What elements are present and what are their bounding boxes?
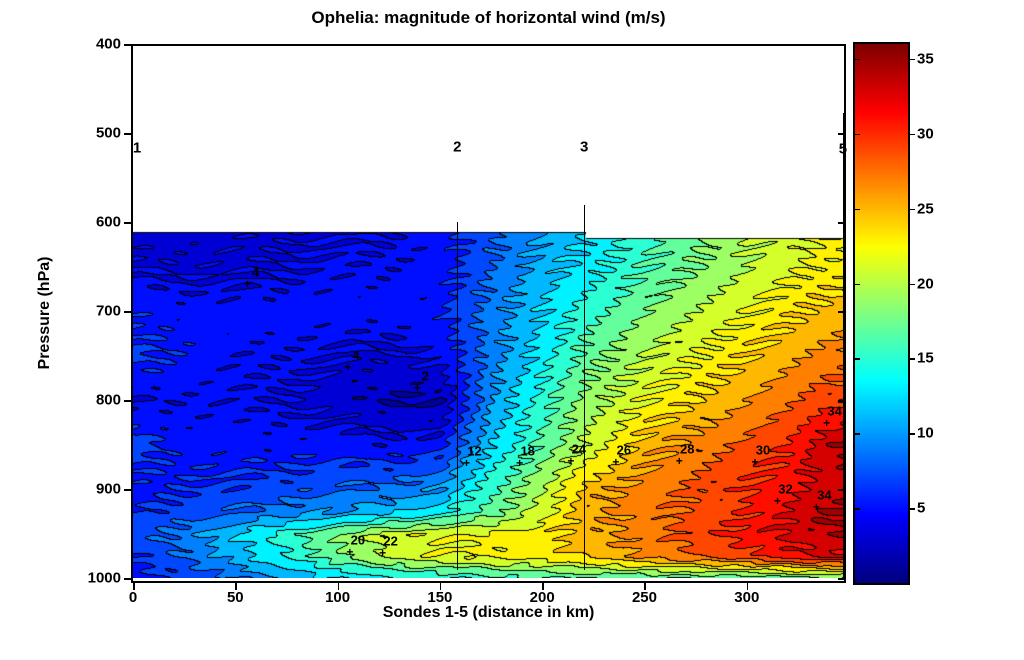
sonde-line [584,205,586,570]
contour-label-anchor: + [823,416,831,431]
x-tick-label: 300 [734,589,760,606]
colorbar-tick-label: 10 [917,424,934,442]
x-axis-tick [542,583,544,590]
contour-canvas [133,44,845,578]
x-tick-label: 250 [631,589,657,606]
sonde-label: 5 [838,140,848,158]
x-axis-label: Sondes 1-5 (distance in km) [382,604,595,621]
contour-label-anchor: + [346,545,354,560]
contour-label-anchor: + [751,455,759,470]
y-axis-label: Pressure (hPa) [36,256,53,370]
x-axis-tick [644,583,646,590]
colorbar-tick-label: 15 [917,349,934,367]
y-axis-tick [124,489,131,491]
sonde-line [842,113,844,578]
contour-label: 30 [755,442,771,458]
contour-label: 18 [520,443,535,459]
x-axis-tick [746,583,749,590]
colorbar-tick-inner [855,508,860,510]
y-axis-tick-right [838,578,844,580]
colorbar-tick-label: 20 [917,275,934,293]
contour-label-anchor: + [773,494,781,509]
y-axis-tick-right [838,400,844,402]
contour-label: 28 [680,441,695,457]
sonde-label: 1 [132,139,142,157]
colorbar-tick-inner [855,58,860,61]
y-tick-label: 900 [95,480,121,498]
colorbar-tick-label: 5 [917,499,926,517]
contour-label-anchor: + [379,546,387,561]
colorbar-tick-label: 25 [917,200,934,218]
y-axis-tick [124,311,131,313]
sonde-label: 3 [579,138,589,156]
contour-label-anchor: + [812,499,820,514]
plot-title: Ophelia: magnitude of horizontal wind (m… [311,8,666,27]
x-tick-label: 150 [427,589,453,606]
colorbar-tick-label: 30 [917,125,934,143]
contour-label: 22 [383,533,398,549]
y-tick-label: 700 [95,302,121,320]
x-axis-tick [439,583,442,590]
colorbar-tick-inner [855,283,860,286]
y-tick-label: 500 [95,124,121,142]
colorbar-tick [908,133,915,136]
y-axis-tick-right [838,44,844,46]
contour-label-anchor: + [413,381,421,396]
y-axis-tick [124,400,131,402]
y-tick-label: 400 [95,35,121,53]
x-axis-tick [133,583,135,590]
y-axis-tick-right [838,489,844,491]
x-axis-tick [337,583,340,590]
colorbar-tick-label: 35 [917,50,934,68]
y-axis-tick [124,578,131,580]
contour-label: 20 [350,532,366,548]
contour-label: 24 [571,441,587,457]
x-tick-label: 200 [529,589,555,606]
colorbar-tick [908,58,915,61]
y-tick-label: 600 [95,213,121,231]
contour-label-anchor: + [675,454,683,469]
colorbar-tick [908,433,915,435]
contour-label: 32 [778,481,793,497]
y-axis-tick [124,44,131,46]
sonde-line [457,222,459,570]
contour-label: 12 [467,443,482,459]
contour-label: 26 [616,442,632,458]
colorbar-tick-inner [855,208,860,211]
contour-label: 34 [817,487,832,503]
contour-label-anchor: + [344,360,352,375]
y-axis-tick [124,133,131,135]
y-axis-tick-right [838,311,844,313]
x-tick-label: 50 [226,589,244,606]
colorbar-tick-inner [855,433,860,435]
contour-label: 4 [251,264,260,280]
contour-label-anchor: + [612,455,620,470]
colorbar-tick [908,283,915,286]
x-tick-label: 0 [128,589,138,606]
contour-label-anchor: + [567,454,575,469]
y-axis-tick [124,222,131,224]
y-axis-tick-right [838,222,844,224]
x-tick-label: 100 [325,589,351,606]
colorbar-tick-inner [855,133,860,136]
colorbar-canvas [855,44,908,583]
colorbar-tick [908,358,915,360]
contour-label-anchor: + [462,456,470,471]
contour-label: 2 [421,368,430,384]
sonde-label: 2 [453,138,462,156]
colorbar-tick-inner [855,358,860,360]
y-tick-label: 1000 [87,569,121,587]
contour-label: 4 [352,347,360,363]
x-axis-tick [235,583,237,590]
colorbar-tick [908,208,915,211]
contour-label-anchor: + [244,277,252,292]
colorbar-tick [908,508,915,510]
contour-label-anchor: + [516,456,524,471]
y-axis-tick-right [838,133,844,135]
y-tick-label: 800 [95,391,121,409]
contour-label: 34 [827,403,842,419]
